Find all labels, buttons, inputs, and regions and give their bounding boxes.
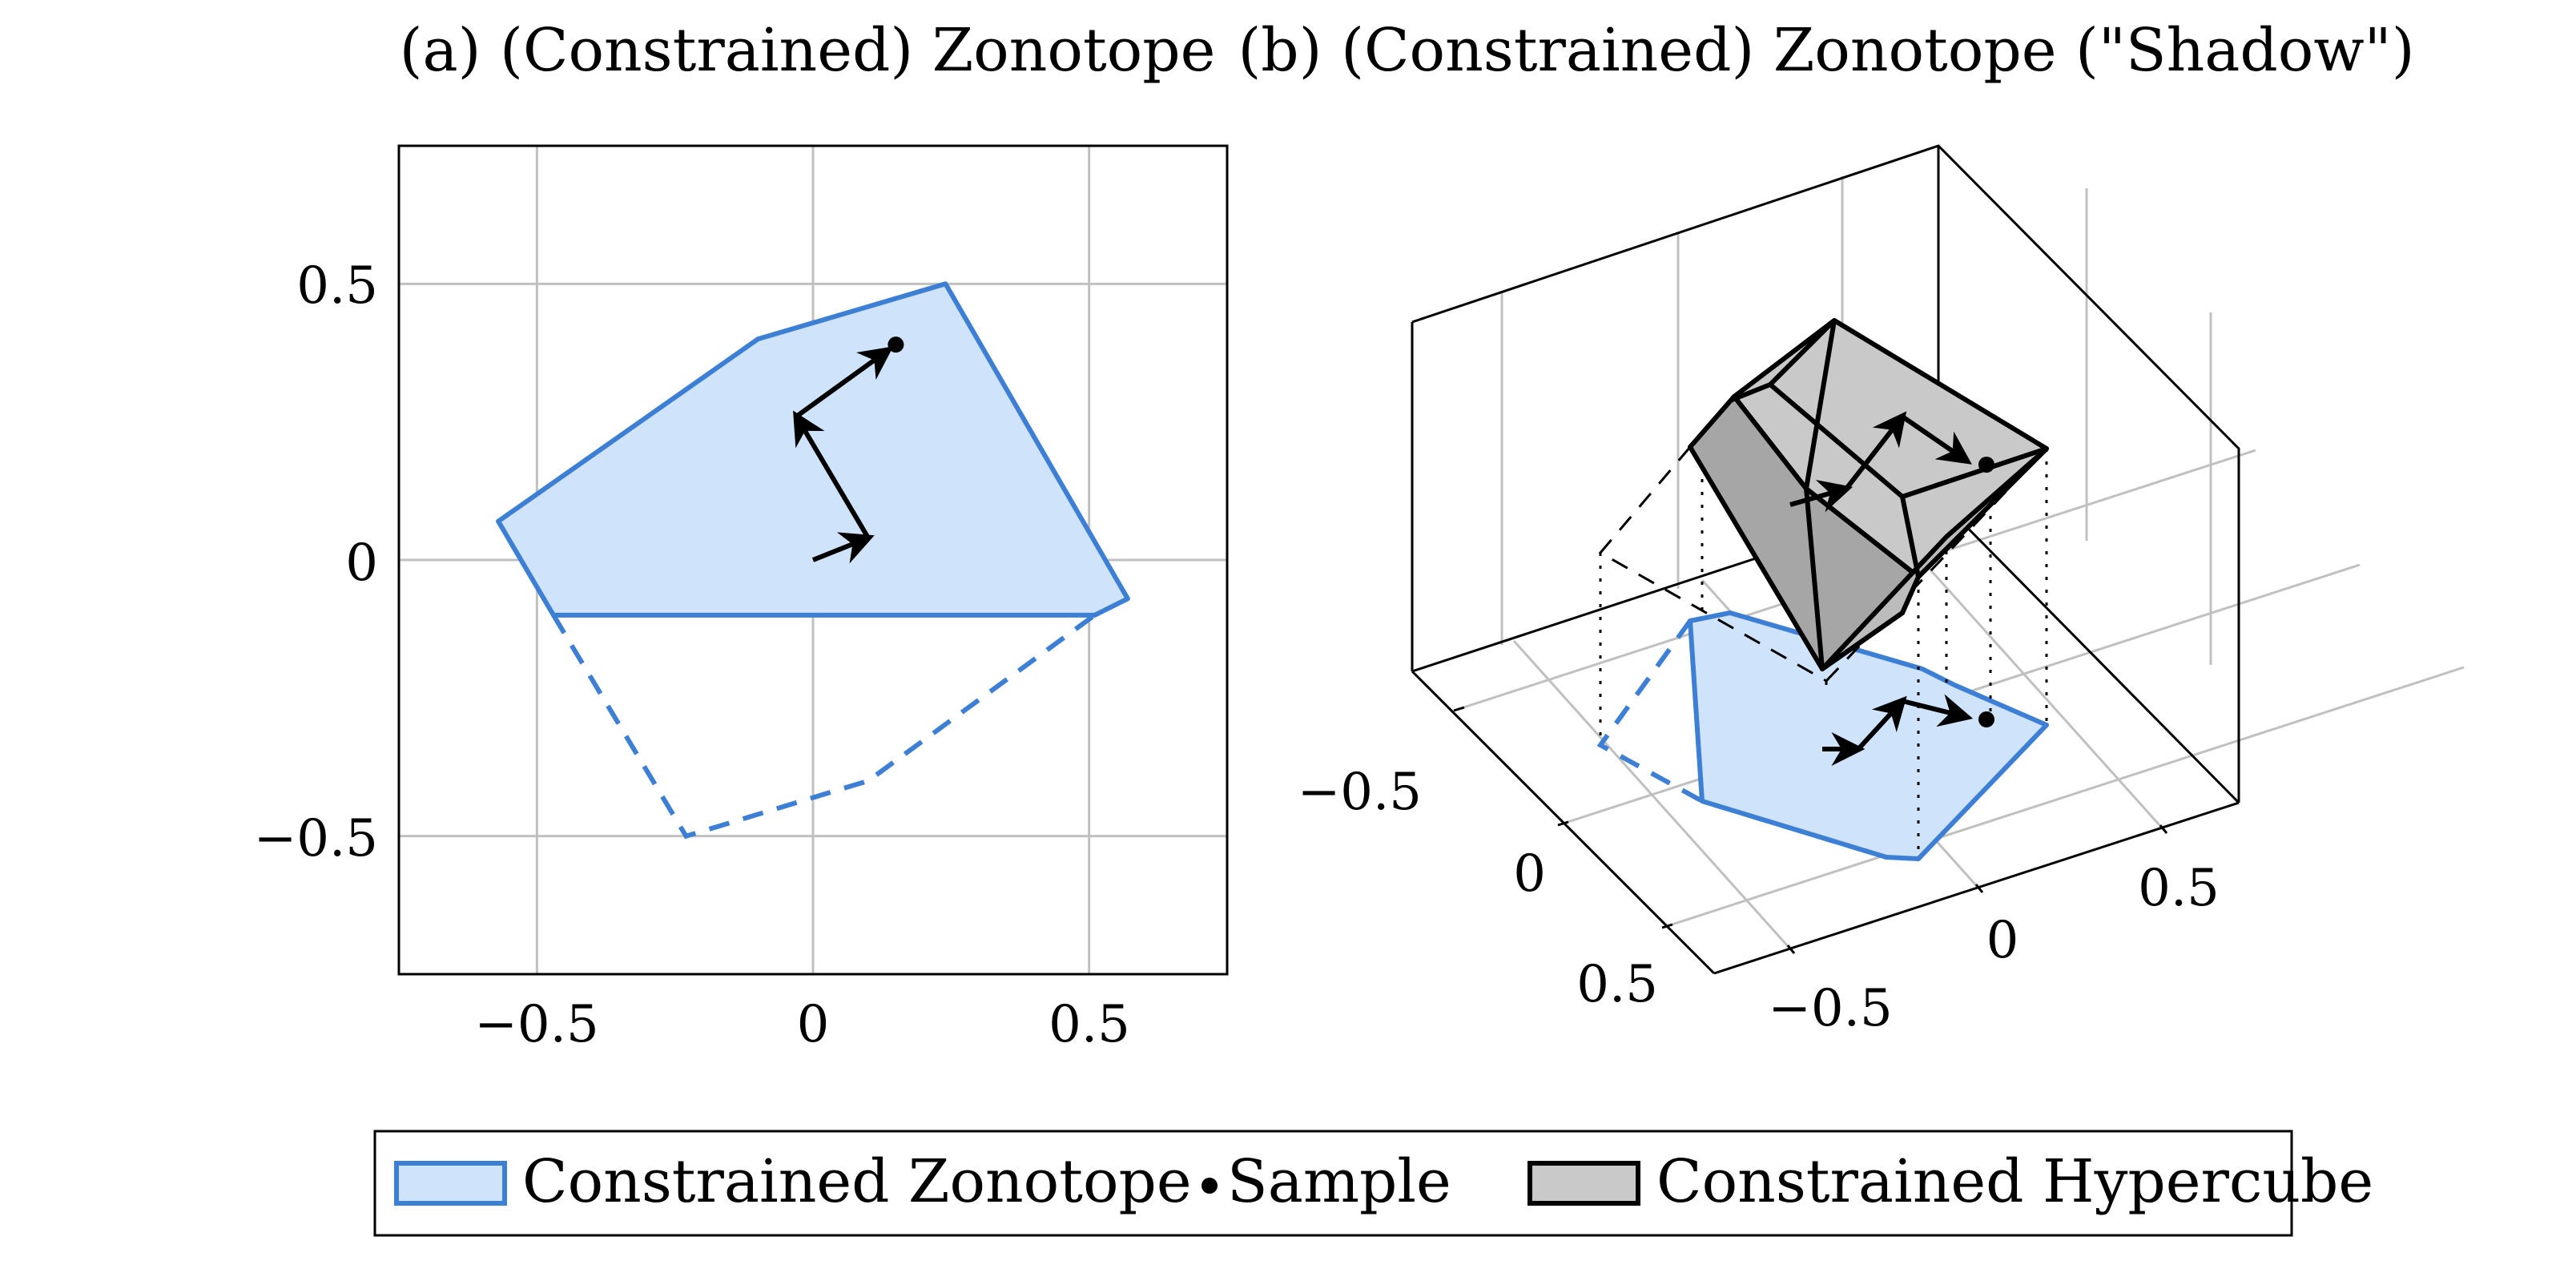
legend: Constrained Zonotope Sample Constrained … — [373, 1130, 2373, 1237]
legend-swatch-zonotope — [394, 1161, 507, 1206]
legend-label-hypercube: Constrained Hypercube — [1656, 1147, 2373, 1216]
panel-a-frame — [397, 144, 1229, 976]
legend-swatch-hypercube — [1527, 1161, 1640, 1206]
panel-a-xtick-label: 0 — [797, 995, 830, 1054]
panel-b-xtick-label: 0.5 — [2138, 859, 2220, 918]
shadow-arrows — [1822, 694, 1974, 766]
hypercube-hidden-edges — [1598, 446, 2048, 685]
panel-b-ytick-label: 0 — [1513, 844, 1546, 904]
legend-marker-sample — [1201, 1178, 1218, 1194]
panel-a: (a) (Constrained) Zonotope −0.5 0 0.5 0.… — [254, 16, 1229, 1054]
panel-b-xtick-label: −0.5 — [1768, 979, 1892, 1038]
panel-b: (b) (Constrained) Zonotope ("Shadow") — [1238, 16, 2465, 1038]
hypercube-arrows — [1789, 411, 1972, 513]
legend-label-zonotope: Constrained Zonotope — [522, 1147, 1192, 1216]
generator-arrow — [795, 346, 894, 419]
panel-b-ytick-label: −0.5 — [1298, 763, 1422, 822]
panel-b-title: (b) (Constrained) Zonotope ("Shadow") — [1238, 16, 2414, 85]
panel-a-ytick-label: 0.5 — [296, 256, 378, 316]
panel-b-xtick-label: 0 — [1986, 911, 2019, 970]
legend-label-sample: Sample — [1227, 1147, 1451, 1216]
panel-a-ytick-label: 0 — [345, 534, 378, 593]
panel-b-tick-marks — [1453, 706, 2168, 954]
panel-a-xtick-label: 0.5 — [1049, 995, 1130, 1054]
sample-point — [888, 336, 904, 353]
constrained-hypercube — [1688, 318, 2049, 671]
panel-b-ytick-label: 0.5 — [1576, 955, 1658, 1014]
panel-a-ytick-label: −0.5 — [254, 809, 378, 868]
generator-arrow — [793, 410, 871, 539]
shadow-sample-point — [1978, 711, 1994, 727]
unconstrained-zonotope-outline — [551, 613, 1097, 840]
hypercube-front-face — [1820, 446, 2049, 671]
hypercube-sample-point — [1978, 457, 1994, 473]
generator-arrows — [793, 346, 894, 564]
legend-frame — [373, 1130, 2293, 1237]
constrained-zonotope-polygon — [496, 281, 1130, 618]
panel-a-xtick-label: −0.5 — [474, 995, 598, 1054]
generator-arrow — [811, 532, 875, 564]
panel-a-title: (a) (Constrained) Zonotope — [400, 16, 1216, 85]
